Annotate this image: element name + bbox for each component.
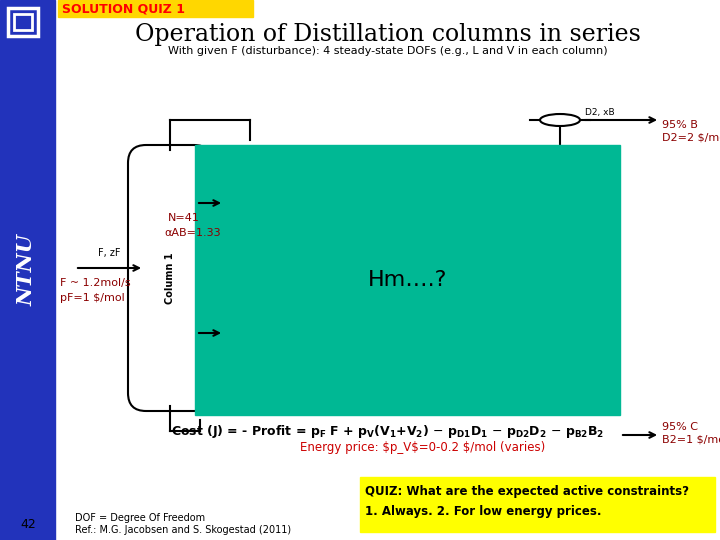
Text: With given F (disturbance): 4 steady-state DOFs (e.g., L and V in each column): With given F (disturbance): 4 steady-sta… [168,46,608,56]
Bar [195,145,620,415]
Text: B2=1 $/mol: B2=1 $/mol [662,435,720,445]
Text: Cost (J) = - Profit = $\mathbf{p_F}$ F + $\mathbf{p_V}$(V$_\mathbf{1}$+V$_\mathb: Cost (J) = - Profit = $\mathbf{p_F}$ F +… [171,423,605,441]
Text: DOF = Degree Of Freedom: DOF = Degree Of Freedom [75,513,205,523]
Text: Column 1: Column 1 [165,252,175,303]
Text: Energy price: $p_V$=0-0.2 $/mol (varies): Energy price: $p_V$=0-0.2 $/mol (varies) [300,442,545,455]
Text: NTNU: NTNU [17,234,37,306]
Bar [14,14,32,30]
Text: F ~ 1.2mol/s: F ~ 1.2mol/s [60,278,130,288]
Text: QUIZ: What are the expected active constraints?: QUIZ: What are the expected active const… [365,485,689,498]
Text: D2=2 $/mol: D2=2 $/mol [662,133,720,143]
Bar [0,0,55,540]
Text: Ref.: M.G. Jacobsen and S. Skogestad (2011): Ref.: M.G. Jacobsen and S. Skogestad (20… [75,525,291,535]
Text: αAB=1.33: αAB=1.33 [164,228,220,238]
Bar [360,477,715,532]
Text: 95% C: 95% C [662,422,698,432]
Text: 95% B: 95% B [662,120,698,130]
FancyBboxPatch shape [128,145,212,411]
Text: SOLUTION QUIZ 1: SOLUTION QUIZ 1 [62,3,185,16]
Text: pF=1 $/mol: pF=1 $/mol [60,293,125,303]
Ellipse shape [540,114,580,126]
Text: F, zF: F, zF [98,248,121,258]
Bar [8,8,38,36]
Text: Hm….?: Hm….? [368,270,447,290]
Text: N=41: N=41 [168,213,200,223]
Text: Operation of Distillation columns in series: Operation of Distillation columns in ser… [135,24,641,46]
Text: 1. Always. 2. For low energy prices.: 1. Always. 2. For low energy prices. [365,505,601,518]
Text: 42: 42 [20,518,36,531]
Bar [58,0,253,17]
Text: D2, xB: D2, xB [585,107,615,117]
